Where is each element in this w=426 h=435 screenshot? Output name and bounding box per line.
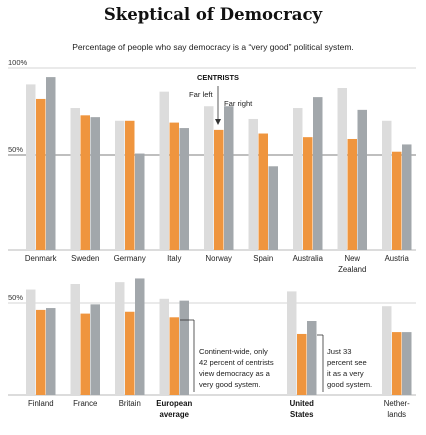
legend-centrists-label: CENTRISTS bbox=[197, 73, 239, 82]
category-label-norway: Norway bbox=[206, 254, 233, 263]
bar-australia-far-left bbox=[293, 108, 303, 250]
europe-note-line-1: Continent-wide, only bbox=[199, 347, 268, 356]
bar-austria-centrists bbox=[392, 151, 402, 250]
category-label-new-zealand: Zealand bbox=[338, 265, 366, 274]
bar-denmark-centrists bbox=[36, 98, 46, 250]
bar-norway-far-left bbox=[204, 106, 214, 250]
bar-sweden-far-right bbox=[90, 117, 100, 250]
bar-italy-far-right bbox=[179, 128, 189, 250]
us-note-line-3: it as a very bbox=[327, 369, 364, 378]
bar-norway-far-right bbox=[224, 106, 234, 250]
category-label-australia: Australia bbox=[293, 254, 324, 263]
top-panel: 100% 50% Denmark Sweden Germany Italy Norway Sp… bbox=[8, 58, 416, 274]
category-label-sweden: Sweden bbox=[71, 254, 99, 263]
bar-germany-centrists bbox=[125, 120, 135, 250]
bar-european-average-far-right bbox=[179, 300, 189, 395]
us-note-line-1: Just 33 bbox=[327, 347, 351, 356]
chart-title: Skeptical of Democracy bbox=[104, 5, 323, 24]
bar-germany-far-right bbox=[135, 153, 145, 250]
category-label-france: France bbox=[73, 399, 97, 408]
bar-nether-lands-far-left bbox=[382, 306, 392, 395]
bar-nether-lands-centrists bbox=[392, 332, 402, 395]
bar-sweden-far-left bbox=[70, 108, 80, 250]
category-label-united-states: United bbox=[290, 399, 314, 408]
category-label-united-states: States bbox=[290, 410, 314, 419]
bar-new-zealand-far-right bbox=[357, 109, 367, 250]
category-label-nether-lands: Nether- bbox=[384, 399, 410, 408]
bar-germany-far-left bbox=[115, 120, 125, 250]
bar-britain-centrists bbox=[125, 311, 135, 395]
bar-austria-far-left bbox=[382, 120, 392, 250]
bar-spain-far-left bbox=[248, 118, 258, 251]
chart-subtitle: Percentage of people who say democracy i… bbox=[72, 42, 354, 52]
bar-austria-far-right bbox=[402, 144, 412, 250]
bottom-panel: 50% Finland France Britain European average Un… bbox=[8, 278, 416, 419]
category-label-britain: Britain bbox=[119, 399, 141, 408]
bar-france-far-left bbox=[70, 284, 80, 395]
bar-australia-centrists bbox=[303, 137, 313, 250]
bar-finland-centrists bbox=[36, 309, 46, 395]
category-label-denmark: Denmark bbox=[25, 254, 57, 263]
legend-far-right-label: Far right bbox=[224, 99, 253, 108]
us-note-line-4: good system. bbox=[327, 380, 372, 389]
europe-note-line-2: 42 percent of centrists bbox=[199, 358, 274, 367]
bar-united-states-far-left bbox=[287, 291, 297, 395]
category-label-european-average: European bbox=[156, 399, 192, 408]
category-label-italy: Italy bbox=[167, 254, 181, 263]
bar-italy-far-left bbox=[159, 91, 169, 250]
europe-note: Continent-wide, only 42 percent of centr… bbox=[199, 347, 276, 389]
bar-france-centrists bbox=[80, 313, 90, 395]
category-label-spain: Spain bbox=[253, 254, 273, 263]
bar-sweden-centrists bbox=[80, 115, 90, 250]
category-label-european-average: average bbox=[160, 410, 190, 419]
bar-finland-far-left bbox=[26, 289, 36, 395]
bar-nether-lands-far-right bbox=[402, 332, 412, 395]
bar-denmark-far-right bbox=[46, 77, 56, 250]
bar-norway-centrists bbox=[214, 129, 224, 250]
category-label-austria: Austria bbox=[385, 254, 410, 263]
bar-new-zealand-far-left bbox=[337, 88, 347, 251]
us-note: Just 33 percent see it as a very good sy… bbox=[327, 347, 372, 389]
bar-finland-far-right bbox=[46, 308, 56, 395]
category-label-nether-lands: lands bbox=[387, 410, 406, 419]
category-label-finland: Finland bbox=[28, 399, 54, 408]
bar-italy-centrists bbox=[169, 122, 179, 250]
bar-britain-far-right bbox=[135, 278, 145, 395]
bar-britain-far-left bbox=[115, 282, 125, 395]
category-label-germany: Germany bbox=[114, 254, 146, 263]
bar-new-zealand-centrists bbox=[347, 138, 357, 250]
bar-france-far-right bbox=[90, 304, 100, 395]
legend-far-left-label: Far left bbox=[189, 90, 214, 99]
europe-note-line-4: very good system. bbox=[199, 380, 261, 389]
bar-spain-centrists bbox=[258, 133, 268, 250]
bar-united-states-centrists bbox=[297, 333, 307, 395]
bar-spain-far-right bbox=[268, 166, 278, 250]
category-label-new-zealand: New bbox=[344, 254, 360, 263]
bar-australia-far-right bbox=[313, 97, 323, 251]
bottom-y-tick-label: 50% bbox=[8, 293, 23, 302]
europe-note-line-3: view democracy as a bbox=[199, 369, 271, 378]
legend-arrow-head bbox=[215, 119, 221, 125]
top-y-tick-label: 50% bbox=[8, 145, 23, 154]
bar-european-average-centrists bbox=[169, 317, 179, 395]
bar-united-states-far-right bbox=[307, 321, 317, 395]
top-y-tick-label: 100% bbox=[8, 58, 28, 67]
bar-european-average-far-left bbox=[159, 298, 169, 395]
bar-denmark-far-left bbox=[26, 84, 36, 250]
us-note-line-2: percent see bbox=[327, 358, 367, 367]
